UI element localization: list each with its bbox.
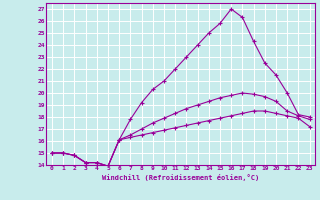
X-axis label: Windchill (Refroidissement éolien,°C): Windchill (Refroidissement éolien,°C) [102,174,260,181]
